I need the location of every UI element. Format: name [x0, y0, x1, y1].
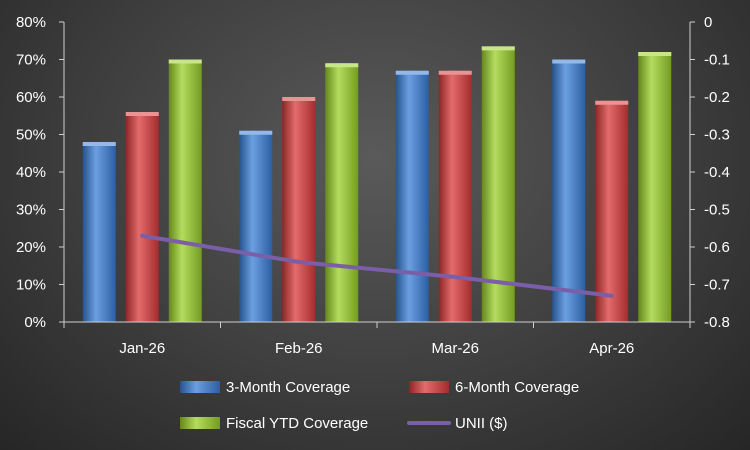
x-tick-label: Apr-26 — [589, 340, 634, 357]
bar-top-highlight — [125, 112, 159, 116]
left-tick-label: 60% — [16, 89, 46, 106]
right-tick-label: -0.8 — [704, 314, 730, 331]
x-tick-label: Feb-26 — [275, 340, 323, 357]
right-tick-label: -0.2 — [704, 89, 730, 106]
bar-6-month-coverage-feb-26 — [282, 97, 316, 322]
legend-label-fiscal-ytd-coverage: Fiscal YTD Coverage — [226, 415, 368, 432]
bar-top-highlight — [395, 70, 429, 75]
bar-top-highlight — [168, 59, 202, 64]
bar-top-highlight — [481, 46, 515, 51]
bar-fiscal-ytd-coverage-mar-26 — [481, 46, 515, 322]
bar-top-highlight — [82, 142, 116, 146]
bar-top-highlight — [595, 100, 629, 105]
left-tick-label: 20% — [16, 239, 46, 256]
right-tick-label: -0.5 — [704, 202, 730, 219]
axes-layer: 0% 10% 20% 30% 40% 50% 60% 70% 80% -0.8 -0.7 -0.6 -0… — [16, 14, 730, 357]
x-tick-label: Mar-26 — [431, 340, 479, 357]
bar-3-month-coverage-apr-26 — [552, 59, 586, 322]
bar-6-month-coverage-jan-26 — [125, 112, 159, 322]
legend-swatch-3-month-coverage — [180, 381, 220, 393]
right-tick-label: -0.7 — [704, 277, 730, 294]
left-tick-label: 80% — [16, 14, 46, 31]
bar-6-month-coverage-apr-26 — [595, 100, 629, 322]
bar-top-highlight — [438, 70, 472, 75]
left-tick-label: 10% — [16, 277, 46, 294]
x-tick-label: Jan-26 — [119, 340, 165, 357]
legend: 3-Month Coverage 6-Month Coverage Fiscal Y… — [180, 379, 579, 432]
right-tick-label: -0.4 — [704, 164, 730, 181]
bar-3-month-coverage-jan-26 — [82, 142, 116, 322]
bar-fiscal-ytd-coverage-apr-26 — [638, 52, 672, 322]
legend-label-6-month-coverage: 6-Month Coverage — [455, 379, 579, 396]
right-tick-label: -0.6 — [704, 239, 730, 256]
right-tick-label: -0.1 — [704, 52, 730, 69]
legend-swatch-6-month-coverage — [409, 381, 449, 393]
bar-3-month-coverage-feb-26 — [239, 130, 273, 322]
bars-layer — [82, 46, 672, 322]
bar-top-highlight — [239, 130, 273, 135]
bar-3-month-coverage-mar-26 — [395, 70, 429, 322]
bar-fiscal-ytd-coverage-jan-26 — [168, 59, 202, 322]
legend-swatch-fiscal-ytd-coverage — [180, 417, 220, 429]
line-layer — [140, 233, 614, 298]
right-tick-label: 0 — [704, 14, 712, 31]
bar-fiscal-ytd-coverage-feb-26 — [325, 63, 359, 322]
bar-top-highlight — [638, 52, 672, 56]
left-tick-label: 50% — [16, 127, 46, 144]
left-tick-label: 30% — [16, 202, 46, 219]
bar-top-highlight — [282, 97, 316, 101]
line-unii- — [140, 233, 614, 298]
legend-label-unii: UNII ($) — [455, 415, 508, 432]
left-tick-label: 70% — [16, 52, 46, 69]
bar-6-month-coverage-mar-26 — [438, 70, 472, 322]
legend-label-3-month-coverage: 3-Month Coverage — [226, 379, 350, 396]
bar-top-highlight — [325, 63, 359, 68]
left-tick-label: 40% — [16, 164, 46, 181]
right-tick-label: -0.3 — [704, 127, 730, 144]
bar-top-highlight — [552, 59, 586, 64]
left-tick-label: 0% — [24, 314, 46, 331]
